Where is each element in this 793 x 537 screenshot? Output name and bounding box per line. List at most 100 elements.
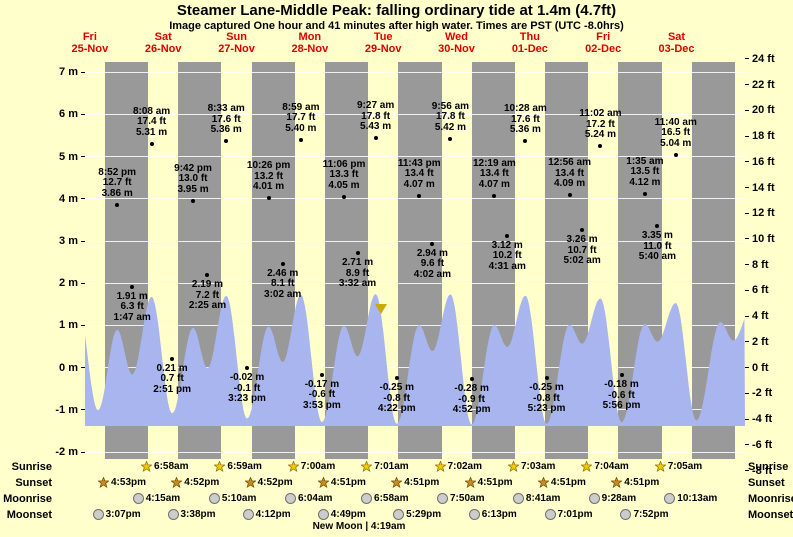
sun-moon-entry: 4:53pm [97, 477, 146, 488]
tide-event-label-line: 17.6 ft [211, 113, 241, 125]
sun-moon-row: Moonset Moonset 3:07pm 3:38pm 4:12pm 4:49pm 5:… [0, 508, 793, 524]
tide-event-label-line: 13.4 ft [479, 168, 509, 180]
sun-moon-time: 7:00am [300, 461, 336, 472]
sunrise-star-icon [287, 461, 299, 472]
left-axis-label: 7 m [59, 66, 78, 79]
right-axis-label: 10 ft [752, 232, 775, 245]
row-label-right: Moonrise [748, 493, 793, 505]
day-name: Fri [82, 31, 97, 43]
tide-event-label-line: -0.6 ft [308, 389, 336, 401]
gridline [85, 240, 745, 242]
tide-event-label: 9:42 pm 13.0 ft 3.95 m [158, 162, 228, 196]
right-axis-label: 2 ft [752, 335, 769, 348]
moonrise-moon-icon [284, 493, 296, 504]
sun-moon-time: 7:03am [520, 461, 556, 472]
day-date: 28-Nov [291, 43, 329, 55]
right-axis-label: 22 ft [752, 78, 775, 91]
day-label: Wed 30-Nov [420, 31, 494, 55]
right-axis-label: -8 ft [752, 464, 773, 477]
tide-event-label: 8:33 am 17.6 ft 5.36 m [191, 104, 261, 136]
tide-event-label-line: 13.4 ft [404, 168, 434, 180]
sun-moon-entry: 7:03am [507, 461, 556, 472]
sun-moon-entry: 6:59am [214, 461, 262, 472]
moonrise-moon-icon [512, 493, 524, 504]
right-axis-tick [745, 161, 749, 163]
right-axis-tick [745, 84, 749, 86]
tide-event-label-line: 12.7 ft [102, 177, 132, 189]
sunrise-star-icon [214, 461, 226, 472]
right-axis-label: -6 ft [752, 438, 773, 451]
sun-moon-time: 8:41am [525, 493, 561, 504]
tide-event-label-line: 13.0 ft [178, 173, 208, 185]
tide-event-label-line: 3:02 am [264, 288, 302, 300]
day-label: Sat 03-Dec [640, 31, 714, 55]
tide-event-label-line: 10:28 am [503, 103, 547, 115]
tide-event-dot [373, 136, 378, 141]
tide-event-label-line: 5.42 m [434, 121, 466, 133]
tide-event-label: 3.26 m 10.7 ft 5:02 am [547, 235, 617, 267]
right-axis-label: -2 ft [752, 387, 773, 400]
right-axis-tick [745, 212, 749, 214]
tide-event-label: 3.35 m 11.0 ft 5:40 am [622, 231, 692, 263]
day-date: 26-Nov [144, 43, 182, 55]
sun-moon-entry: 7:01am [361, 461, 409, 472]
tide-event-label-line: 0.7 ft [160, 373, 184, 385]
tide-event-label-line: 5:23 pm [527, 403, 566, 415]
tide-event-label-line: 9:42 pm [174, 162, 212, 174]
sun-moon-time: 3:07pm [105, 509, 141, 520]
tide-event-label-line: 5:56 pm [602, 400, 641, 412]
tide-event-label-line: 2.71 m [341, 257, 374, 269]
tide-event-label-line: 2.94 m [416, 247, 448, 259]
tide-event-label: 12:19 am 13.4 ft 4.07 m [459, 157, 529, 191]
tide-event-label: 9:56 am 17.8 ft 5.42 m [415, 101, 485, 134]
tide-event-dot [448, 136, 453, 141]
tide-event-label: -0.28 m -0.9 ft 4:52 pm [437, 384, 507, 416]
gridline [85, 282, 745, 284]
day-name: Sun [226, 31, 247, 43]
row-label-right: Sunset [748, 477, 785, 489]
tide-event-dot [492, 193, 497, 198]
sunset-star-icon [171, 477, 183, 488]
sun-moon-time: 4:52pm [257, 477, 293, 488]
tide-event-label-line: 13.2 ft [254, 170, 284, 182]
sun-moon-entry: 5:10am [208, 493, 256, 504]
row-label-left: Sunrise [11, 461, 52, 473]
sun-moon-time: 4:51pm [404, 477, 440, 488]
row-label-left: Moonset [6, 509, 52, 521]
tide-event-dot [430, 241, 435, 246]
right-axis-tick [745, 187, 749, 189]
sun-moon-time: 10:13am [677, 493, 718, 504]
tide-event-label: -0.02 m -0.1 ft 3:23 pm [212, 373, 282, 405]
sun-moon-time: 4:49pm [330, 509, 366, 520]
tide-event-label-line: 12:19 am [472, 157, 516, 169]
tide-event-dot [394, 376, 399, 381]
day-label: Sat 26-Nov [126, 31, 200, 55]
moonrise-moon-icon [664, 493, 676, 504]
tide-event-label: 2.46 m 8.1 ft 3:02 am [248, 268, 318, 301]
tide-event-label-line: 1:35 am [626, 155, 664, 167]
moonset-moon-icon [317, 509, 329, 520]
tide-event-label-line: 9.6 ft [420, 258, 445, 270]
tide-event-dot [619, 373, 624, 378]
tide-event-dot [544, 376, 549, 381]
sunset-star-icon [537, 477, 549, 488]
sun-moon-time: 6:59am [227, 461, 262, 472]
tide-event-label: 12:56 am 13.4 ft 4.09 m [535, 157, 605, 190]
tide-event-label-line: 3:23 pm [228, 393, 266, 405]
tide-event-dot [580, 228, 585, 233]
sun-moon-time: 6:58am [374, 493, 409, 504]
tide-event-label-line: 3.86 m [101, 187, 133, 199]
right-axis-tick [745, 109, 749, 111]
tide-event-dot [642, 191, 647, 196]
sun-moon-row: Sunrise Sunrise 6:58am 6:59am 7:00am 7:01am 7:… [0, 460, 793, 476]
tide-event-label-line: 10.2 ft [492, 250, 522, 262]
sun-moon-time: 4:51pm [477, 477, 513, 488]
right-axis-tick [745, 58, 749, 60]
tide-event-label-line: -0.8 ft [383, 392, 411, 404]
tide-event-label-line: 5:40 am [638, 251, 677, 263]
sun-moon-entry: 6:58am [361, 493, 409, 504]
tide-event-label-line: 4.12 m [629, 176, 661, 188]
tide-event-label-line: 8:08 am [132, 105, 171, 117]
tide-event-label-line: 0.21 m [156, 362, 188, 374]
